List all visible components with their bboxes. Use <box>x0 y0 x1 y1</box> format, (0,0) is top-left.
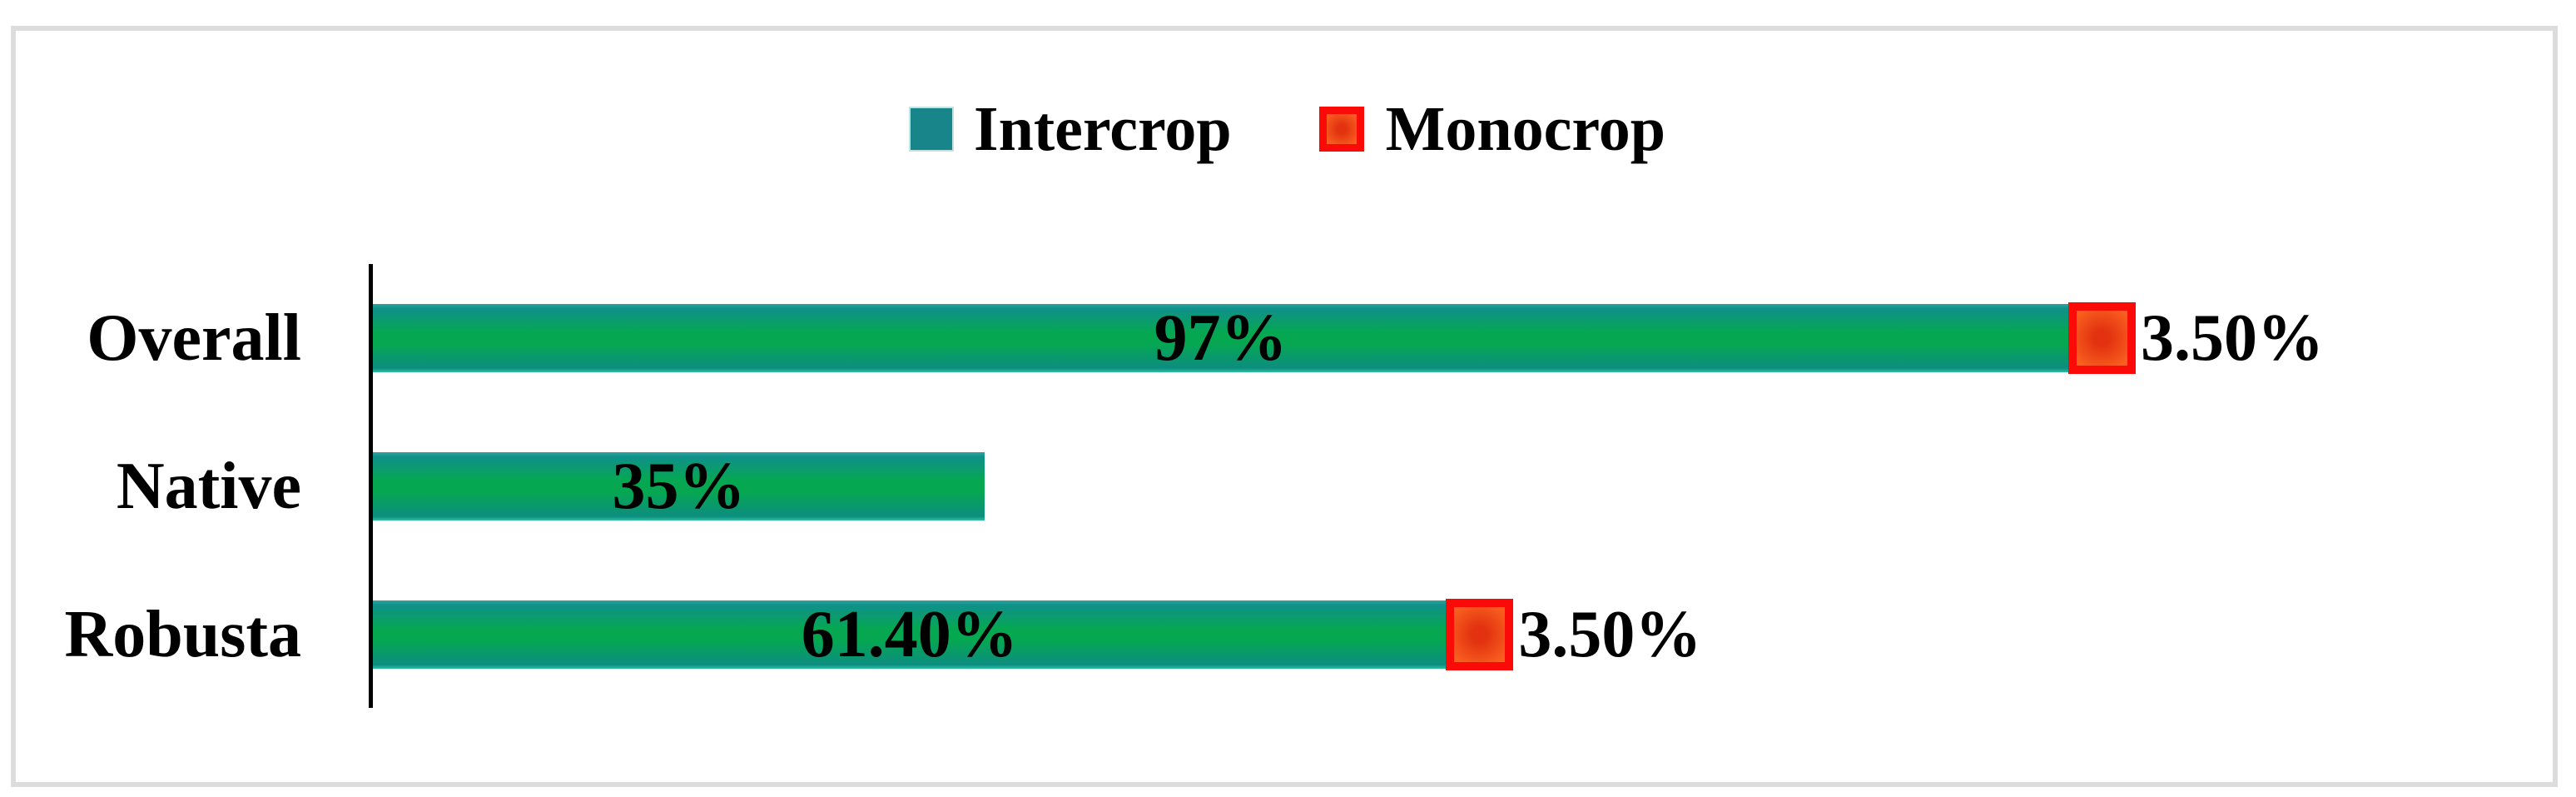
category-label-native: Native <box>116 450 301 523</box>
intercrop-bar: 35% <box>373 452 985 521</box>
monocrop-swatch-icon <box>1318 107 1364 152</box>
intercrop-bar: 97% <box>373 304 2068 372</box>
intercrop-bar-value-label: 35% <box>612 450 746 523</box>
legend-label-monocrop: Monocrop <box>1385 94 1665 164</box>
legend-item-monocrop: Monocrop <box>1318 94 1665 164</box>
legend-label-intercrop: Intercrop <box>974 94 1232 164</box>
monocrop-marker <box>1446 599 1514 670</box>
intercrop-bar-value-label: 97% <box>1154 301 1288 375</box>
monocrop-value-label: 3.50% <box>1518 598 1702 671</box>
intercrop-bar-value-label: 61.40% <box>801 598 1018 671</box>
intercrop-bar: 61.40% <box>373 598 1447 671</box>
y-axis-line <box>369 264 373 708</box>
monocrop-marker <box>2068 302 2136 374</box>
legend: Intercrop Monocrop <box>0 90 2576 168</box>
monocrop-value-label: 3.50% <box>2141 301 2324 375</box>
intercrop-swatch-icon <box>911 108 953 150</box>
figure-border <box>11 26 2558 787</box>
category-label-overall: Overall <box>87 301 301 375</box>
legend-item-intercrop: Intercrop <box>911 97 1232 161</box>
category-label-robusta: Robusta <box>64 598 301 671</box>
